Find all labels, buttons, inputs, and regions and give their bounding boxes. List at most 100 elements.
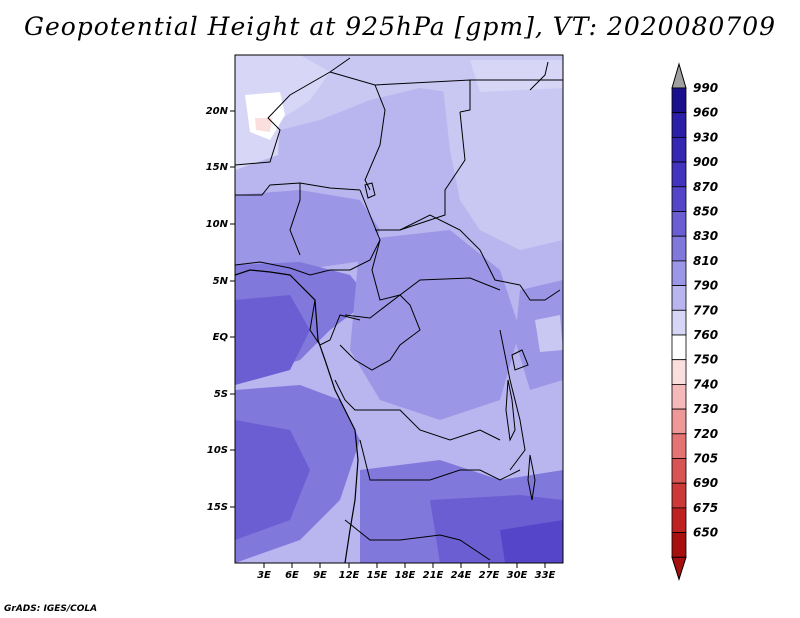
colorbar-cell — [671, 260, 687, 286]
colorbar-labels: 990 960 930 900 870 850 830 810 790 770 760 750 740 7… — [693, 81, 718, 540]
lat-tick-10s: 10S — [207, 445, 235, 456]
svg-text:5S: 5S — [214, 389, 228, 400]
lon-tick-33e: 33E — [535, 563, 556, 581]
colorbar-label: 830 — [693, 229, 718, 243]
lon-tick-6e: 6E — [285, 563, 299, 581]
lon-tick-24e: 24E — [451, 563, 472, 581]
field-southwest-dark — [235, 420, 310, 540]
map-title: Geopotential Height at 925hPa [gpm], VT:… — [23, 12, 777, 41]
colorbar-cell — [671, 112, 687, 138]
svg-text:10S: 10S — [207, 445, 228, 456]
colorbar-cell — [671, 482, 687, 509]
longitude-ticks: 3E 6E 9E 12E 15E 18E 21E 24E 27E 30E 33E — [257, 563, 556, 581]
field-pink-patch — [255, 118, 272, 132]
svg-text:15E: 15E — [367, 570, 388, 581]
svg-text:15S: 15S — [207, 502, 228, 513]
colorbar-label: 720 — [693, 427, 718, 441]
field-ne-light — [470, 60, 563, 92]
lon-tick-30e: 30E — [507, 563, 528, 581]
colorbar-label: 750 — [693, 353, 718, 367]
colorbar-cells — [671, 62, 687, 581]
svg-text:20N: 20N — [206, 106, 229, 117]
colorbar-label: 850 — [693, 205, 718, 219]
lake-malawi — [527, 454, 536, 501]
lat-tick-20n: 20N — [206, 106, 235, 117]
svg-text:12E: 12E — [339, 570, 360, 581]
colorbar-top-arrow — [671, 62, 687, 89]
colorbar-cell — [671, 309, 687, 336]
colorbar-label: 900 — [693, 155, 718, 169]
svg-text:27E: 27E — [479, 570, 500, 581]
colorbar-label: 690 — [693, 476, 718, 490]
field-east-light — [440, 60, 563, 250]
colorbar-label: 810 — [693, 254, 718, 268]
field-white-patch — [245, 92, 285, 140]
colorbar-label: 990 — [693, 81, 718, 95]
colorbar-cell — [671, 532, 687, 558]
colorbar-cell — [671, 507, 687, 533]
svg-text:30E: 30E — [507, 570, 528, 581]
field-highland-light — [535, 315, 563, 352]
lake-tanganyika — [505, 379, 516, 442]
svg-text:10N: 10N — [206, 219, 229, 230]
latitude-ticks: 20N 15N 10N 5N EQ 5S 10S 15S — [206, 106, 235, 513]
lon-tick-21e: 21E — [423, 563, 444, 581]
lat-tick-eq: EQ — [213, 332, 235, 343]
svg-text:3E: 3E — [257, 570, 271, 581]
lon-tick-3e: 3E — [257, 563, 271, 581]
svg-text:6E: 6E — [285, 570, 299, 581]
lon-tick-12e: 12E — [339, 563, 360, 581]
lon-tick-27e: 27E — [479, 563, 500, 581]
lon-tick-9e: 9E — [313, 563, 327, 581]
colorbar-cell — [671, 408, 687, 435]
colorbar-label: 930 — [693, 130, 718, 144]
colorbar-label: 740 — [693, 377, 718, 391]
colorbar-cell — [671, 334, 687, 361]
lat-tick-5s: 5S — [214, 389, 235, 400]
lakes — [364, 182, 536, 501]
lat-tick-10n: 10N — [206, 219, 235, 230]
field-gulf-darker — [235, 295, 310, 385]
colorbar-cell — [671, 186, 687, 212]
colorbar-label: 960 — [693, 106, 718, 120]
svg-text:9E: 9E — [313, 570, 327, 581]
colorbar-label: 705 — [693, 452, 718, 466]
colorbar-label: 650 — [693, 526, 718, 540]
field-congo — [350, 230, 520, 420]
lat-tick-15s: 15S — [207, 502, 235, 513]
plot-frame — [234, 54, 564, 564]
height-field — [235, 55, 563, 563]
grads-credit: GrADS: IGES/COLA — [4, 604, 98, 614]
colorbar-cell — [671, 433, 687, 459]
lat-tick-5n: 5N — [213, 276, 235, 287]
colorbar-label: 760 — [693, 328, 718, 342]
colorbar-label: 730 — [693, 402, 718, 416]
colorbar-cell — [671, 87, 687, 114]
colorbar-cell — [671, 211, 687, 237]
colorbar-cell — [671, 359, 687, 385]
colorbar-label: 675 — [693, 501, 718, 515]
colorbar-label: 790 — [693, 279, 718, 293]
colorbar-bottom-arrow — [671, 556, 687, 581]
svg-text:15N: 15N — [206, 162, 229, 173]
field-west-mid — [235, 190, 380, 280]
lon-tick-15e: 15E — [367, 563, 388, 581]
colorbar-cell — [671, 161, 687, 188]
svg-text:18E: 18E — [395, 570, 416, 581]
colorbar-label: 770 — [693, 303, 718, 317]
colorbar-label: 870 — [693, 180, 718, 194]
svg-text:5N: 5N — [213, 276, 229, 287]
field-southeast-darkest — [500, 520, 563, 563]
coastline — [235, 269, 359, 563]
lon-tick-18e: 18E — [395, 563, 416, 581]
colorbar-cell — [671, 136, 687, 163]
lake-victoria — [511, 349, 529, 371]
svg-text:21E: 21E — [423, 570, 444, 581]
svg-text:33E: 33E — [535, 570, 556, 581]
lat-tick-15n: 15N — [206, 162, 235, 173]
colorbar-cell — [671, 383, 687, 410]
colorbar-cell — [671, 458, 687, 484]
country-borders — [235, 57, 563, 561]
